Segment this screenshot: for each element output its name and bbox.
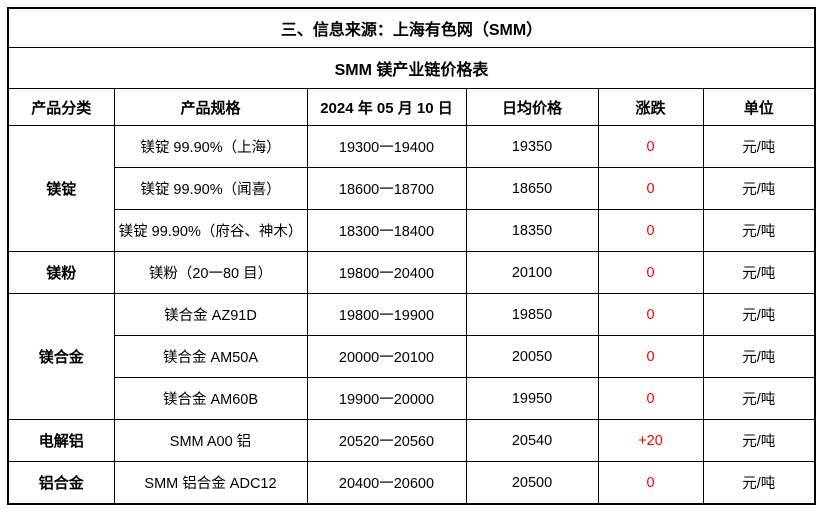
table-row: 镁合金 AM60B 19900一20000 19950 0 元/吨 (8, 377, 816, 420)
change-cell: 0 (597, 461, 704, 505)
unit-cell: 元/吨 (702, 167, 816, 210)
table-row: 镁锭 99.90%（闻喜） 18600一18700 18650 0 元/吨 (8, 167, 816, 210)
unit-cell: 元/吨 (702, 419, 816, 462)
table-row: 镁锭 99.90%（府谷、神木） 18300一18400 18350 0 元/吨 (8, 209, 816, 252)
unit-cell: 元/吨 (702, 377, 816, 420)
avg-price-cell: 18350 (465, 209, 599, 252)
price-range-cell: 19800一20400 (306, 251, 467, 294)
unit-cell: 元/吨 (702, 461, 816, 505)
header-daily-avg-price: 日均价格 (465, 88, 599, 126)
avg-price-cell: 20100 (465, 251, 599, 294)
header-change: 涨跌 (597, 88, 704, 126)
price-range-cell: 18600一18700 (306, 167, 467, 210)
table-row: 镁合金 AM50A 20000一20100 20050 0 元/吨 (8, 335, 816, 378)
category-cell: 镁粉 (7, 251, 115, 294)
spec-cell: SMM 铝合金 ADC12 (113, 461, 308, 505)
category-cell: 铝合金 (7, 461, 115, 505)
change-cell: 0 (597, 335, 704, 378)
section-title: 三、信息来源：上海有色网（SMM） (7, 7, 816, 48)
price-range-cell: 20000一20100 (306, 335, 467, 378)
spec-cell: 镁锭 99.90%（上海） (113, 125, 308, 168)
category-cell: 电解铝 (7, 419, 115, 462)
spec-cell: 镁锭 99.90%（府谷、神木） (113, 209, 308, 252)
avg-price-cell: 20540 (465, 419, 599, 462)
price-range-cell: 20520一20560 (306, 419, 467, 462)
spec-cell: 镁合金 AM60B (113, 377, 308, 420)
table-body: 镁锭 镁锭 99.90%（上海） 19300一19400 19350 0 元/吨 镁锭 99… (7, 125, 816, 505)
header-product-spec: 产品规格 (113, 88, 308, 126)
table-row: 铝合金 SMM 铝合金 ADC12 20400一20600 20500 0 元/吨 (7, 461, 816, 505)
table-row: 镁合金 镁合金 AZ91D 19800一19900 19850 0 元/吨 (7, 293, 816, 420)
change-cell: 0 (597, 251, 704, 294)
spec-cell: 镁锭 99.90%（闻喜） (113, 167, 308, 210)
avg-price-cell: 20050 (465, 335, 599, 378)
unit-cell: 元/吨 (702, 293, 816, 336)
avg-price-cell: 19850 (465, 293, 599, 336)
subtitle-row: SMM 镁产业链价格表 (7, 47, 816, 89)
change-cell: +20 (597, 419, 704, 462)
price-range-cell: 19900一20000 (306, 377, 467, 420)
table-row: 电解铝 SMM A00 铝 20520一20560 20540 +20 元/吨 (7, 419, 816, 462)
price-range-cell: 18300一18400 (306, 209, 467, 252)
unit-cell: 元/吨 (702, 335, 816, 378)
avg-price-cell: 19350 (465, 125, 599, 168)
change-cell: 0 (597, 293, 704, 336)
avg-price-cell: 20500 (465, 461, 599, 505)
avg-price-cell: 19950 (465, 377, 599, 420)
price-range-cell: 20400一20600 (306, 461, 467, 505)
header-unit: 单位 (702, 88, 816, 126)
price-table: 三、信息来源：上海有色网（SMM） SMM 镁产业链价格表 产品分类 产品规格 … (7, 7, 816, 505)
header-row: 产品分类 产品规格 2024 年 05 月 10 日 日均价格 涨跌 单位 (7, 88, 816, 126)
price-range-cell: 19300一19400 (306, 125, 467, 168)
change-cell: 0 (597, 209, 704, 252)
unit-cell: 元/吨 (702, 125, 816, 168)
title-row: 三、信息来源：上海有色网（SMM） (7, 7, 816, 48)
change-cell: 0 (597, 167, 704, 210)
unit-cell: 元/吨 (702, 251, 816, 294)
unit-cell: 元/吨 (702, 209, 816, 252)
category-cell: 镁锭 (7, 125, 115, 252)
avg-price-cell: 18650 (465, 167, 599, 210)
price-range-cell: 19800一19900 (306, 293, 467, 336)
spec-cell: 镁合金 AZ91D (113, 293, 308, 336)
table-row: 镁锭 镁锭 99.90%（上海） 19300一19400 19350 0 元/吨 (7, 125, 816, 252)
spec-cell: 镁粉（20一80 目） (113, 251, 308, 294)
table-title: SMM 镁产业链价格表 (7, 47, 816, 89)
change-cell: 0 (597, 125, 704, 168)
spec-cell: 镁合金 AM50A (113, 335, 308, 378)
header-date: 2024 年 05 月 10 日 (306, 88, 467, 126)
category-cell: 镁合金 (7, 293, 115, 420)
header-product-category: 产品分类 (7, 88, 115, 126)
change-cell: 0 (597, 377, 704, 420)
table-row: 镁粉 镁粉（20一80 目） 19800一20400 20100 0 元/吨 (7, 251, 816, 294)
spec-cell: SMM A00 铝 (113, 419, 308, 462)
